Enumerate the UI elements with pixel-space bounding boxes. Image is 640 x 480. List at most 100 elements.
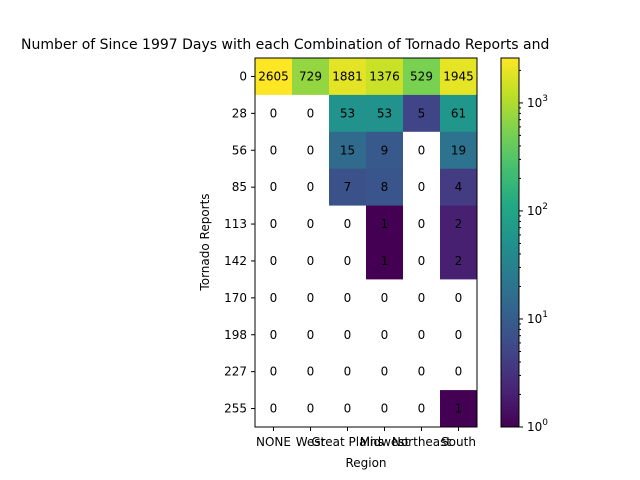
heatmap-cell bbox=[366, 205, 404, 243]
cell-value-label: 0 bbox=[381, 328, 389, 342]
heatmap-cell bbox=[292, 131, 330, 170]
heatmap-cell bbox=[329, 279, 367, 317]
heatmap-cell bbox=[440, 390, 478, 428]
heatmap-cell bbox=[440, 168, 478, 207]
y-tick-label: 85 bbox=[232, 180, 247, 194]
cell-value-label: 9 bbox=[381, 143, 389, 157]
cell-value-label: 0 bbox=[270, 365, 278, 379]
heatmap-cell bbox=[440, 131, 478, 170]
cell-value-label: 53 bbox=[340, 106, 355, 120]
heatmap-cell bbox=[292, 279, 330, 317]
heatmap-cell bbox=[403, 205, 441, 243]
heatmap-cell bbox=[366, 390, 404, 428]
heatmap-cell bbox=[292, 205, 330, 243]
heatmap-cell bbox=[329, 390, 367, 428]
heatmap-cell bbox=[440, 279, 478, 317]
x-tick-label: South bbox=[441, 435, 476, 449]
x-tick-label: West bbox=[296, 435, 326, 449]
cell-value-label: 0 bbox=[270, 254, 278, 268]
heatmap-cell bbox=[329, 131, 367, 170]
cell-value-label: 53 bbox=[377, 106, 392, 120]
heatmap-cell bbox=[255, 279, 293, 317]
cell-value-label: 0 bbox=[307, 402, 315, 416]
colorbar-tick-label: 101 bbox=[527, 310, 548, 326]
cell-value-label: 1 bbox=[455, 402, 463, 416]
cell-value-label: 7 bbox=[344, 180, 352, 194]
cell-value-label: 1 bbox=[381, 217, 389, 231]
colorbar-frame bbox=[500, 57, 520, 428]
heatmap-cell bbox=[440, 94, 478, 133]
y-tick-label: 28 bbox=[232, 106, 247, 120]
heatmap-cell bbox=[403, 279, 441, 317]
heatmap-cell bbox=[366, 316, 404, 354]
heatmap-cell bbox=[403, 94, 441, 133]
cell-value-label: 0 bbox=[307, 328, 315, 342]
x-tick-label: Northeast bbox=[392, 435, 452, 449]
colorbar-ticks: 100 101 102 103 bbox=[519, 69, 548, 434]
cell-value-label: 0 bbox=[418, 180, 426, 194]
heatmap-cell bbox=[403, 390, 441, 428]
cell-value-label: 729 bbox=[299, 69, 322, 83]
cell-value-label: 19 bbox=[451, 143, 466, 157]
heatmap-cell bbox=[366, 131, 404, 170]
heatmap-cell bbox=[292, 353, 330, 391]
heatmap-cell bbox=[292, 58, 330, 96]
cell-value-label: 0 bbox=[418, 143, 426, 157]
cell-value-label: 0 bbox=[307, 217, 315, 231]
cell-value-label: 2 bbox=[455, 217, 463, 231]
colorbar-tick-label: 103 bbox=[527, 94, 548, 110]
heatmap-cell bbox=[292, 168, 330, 207]
cell-value-label: 0 bbox=[381, 365, 389, 379]
cell-value-label: 0 bbox=[270, 328, 278, 342]
heatmap-cell bbox=[329, 316, 367, 354]
heatmap-cell bbox=[366, 94, 404, 133]
heatmap-cell bbox=[255, 168, 293, 207]
cell-value-label: 0 bbox=[307, 106, 315, 120]
heatmap-cell bbox=[440, 353, 478, 391]
cell-value-label: 0 bbox=[344, 254, 352, 268]
colorbar bbox=[501, 58, 519, 427]
cell-value-label: 0 bbox=[307, 365, 315, 379]
y-tick-label: 170 bbox=[224, 291, 247, 305]
cell-value-label: 0 bbox=[307, 180, 315, 194]
heatmap-cell bbox=[366, 353, 404, 391]
heatmap-cell bbox=[366, 242, 404, 280]
heatmap-cell bbox=[329, 205, 367, 243]
heatmap-cell bbox=[403, 168, 441, 207]
cell-value-label: 0 bbox=[455, 291, 463, 305]
y-tick-label: 198 bbox=[224, 328, 247, 342]
cell-value-label: 0 bbox=[381, 402, 389, 416]
cell-value-label: 0 bbox=[418, 365, 426, 379]
y-tick-label: 227 bbox=[224, 365, 247, 379]
heatmap-cell bbox=[292, 316, 330, 354]
heatmap-cells bbox=[255, 58, 478, 428]
heatmap-cell bbox=[255, 131, 293, 170]
colorbar-tick-label: 102 bbox=[527, 202, 548, 218]
y-axis-label: Tornado Reports bbox=[198, 193, 212, 291]
heatmap-cell bbox=[403, 58, 441, 96]
heatmap-cell bbox=[440, 242, 478, 280]
heatmap-cell bbox=[366, 58, 404, 96]
heatmap-cell bbox=[255, 353, 293, 391]
heatmap-cell bbox=[255, 58, 293, 96]
cell-value-label: 0 bbox=[270, 106, 278, 120]
cell-value-label: 1945 bbox=[443, 69, 474, 83]
heatmap-cell bbox=[403, 131, 441, 170]
y-tick-label: 142 bbox=[224, 254, 247, 268]
cell-value-label: 0 bbox=[270, 402, 278, 416]
heatmap-cell bbox=[329, 94, 367, 133]
cell-value-label: 0 bbox=[344, 217, 352, 231]
cell-value-label: 0 bbox=[381, 291, 389, 305]
heatmap-cell bbox=[292, 94, 330, 133]
heatmap-cell bbox=[329, 168, 367, 207]
y-axis-ticks: 0 28 56 85 113 142 170 198 227 255 bbox=[224, 69, 255, 416]
cell-value-label: 0 bbox=[344, 365, 352, 379]
heatmap-cell bbox=[440, 205, 478, 243]
cell-value-label: 0 bbox=[307, 291, 315, 305]
cell-value-label: 4 bbox=[455, 180, 463, 194]
cell-value-label: 0 bbox=[418, 217, 426, 231]
y-tick-label: 255 bbox=[224, 402, 247, 416]
cell-value-label: 0 bbox=[307, 254, 315, 268]
heatmap-cell bbox=[403, 242, 441, 280]
